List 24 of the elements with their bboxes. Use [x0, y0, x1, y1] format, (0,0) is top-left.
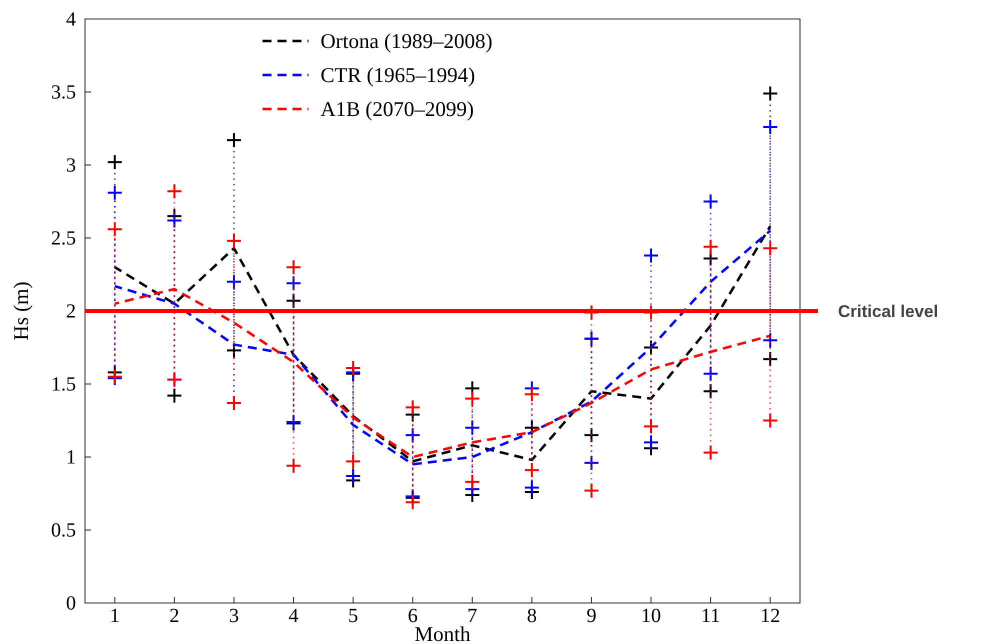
legend-label: Ortona (1989–2008) [320, 29, 493, 53]
x-tick-label: 9 [586, 605, 596, 628]
x-tick-label: 3 [228, 605, 239, 628]
x-tick-label: 11 [700, 605, 720, 628]
y-tick-label: 2.5 [51, 227, 76, 250]
x-tick-label: 4 [288, 605, 299, 628]
x-tick-label: 5 [348, 605, 358, 628]
legend-label: A1B (2070–2099) [320, 97, 474, 121]
legend-label: CTR (1965–1994) [320, 63, 476, 87]
y-tick-label: 0.5 [51, 519, 76, 542]
y-tick-label: 4 [66, 8, 76, 30]
y-tick-label: 3 [66, 154, 76, 176]
x-tick-label: 1 [110, 605, 120, 628]
x-tick-label: 2 [169, 605, 180, 628]
x-tick-label: 12 [760, 605, 780, 628]
y-tick-label: 1.5 [51, 373, 76, 396]
y-tick-label: 0 [66, 592, 76, 614]
y-tick-label: 3.5 [51, 81, 76, 104]
ref-line-label: Critical level [838, 302, 938, 321]
x-tick-label: 10 [641, 605, 662, 628]
x-tick-label: 8 [526, 605, 537, 628]
y-tick-label: 1 [66, 446, 76, 468]
y-axis-title: Hs (m) [9, 282, 33, 340]
y-tick-label: 2 [66, 300, 76, 322]
